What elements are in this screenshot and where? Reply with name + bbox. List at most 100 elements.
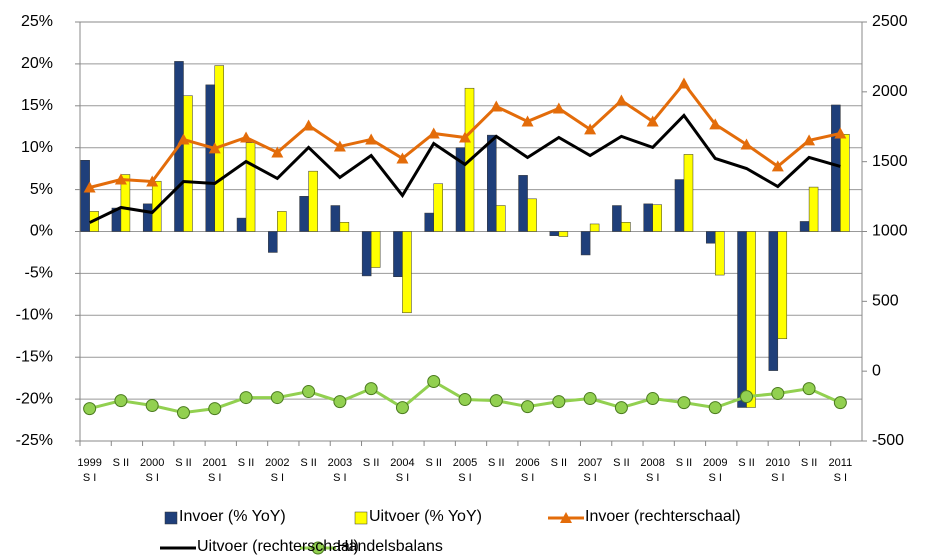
marker: [208, 142, 221, 154]
legend-swatch: [164, 511, 178, 525]
marker: [302, 385, 316, 399]
marker: [708, 401, 722, 415]
line: [88, 113, 841, 224]
y-tick-label: -5%: [25, 265, 53, 282]
legend-label: Invoer (rechterschaal): [585, 508, 741, 525]
bar: [330, 205, 341, 232]
bar: [268, 231, 278, 253]
x-tick-label: S II: [237, 457, 255, 469]
marker: [802, 382, 816, 396]
marker: [146, 175, 159, 187]
x-tick-label: S II: [488, 457, 505, 469]
marker: [490, 100, 503, 112]
y2-tick-label: -500: [872, 432, 904, 449]
bar: [142, 203, 153, 232]
marker: [677, 77, 690, 89]
marker: [459, 131, 471, 143]
bar: [799, 221, 810, 232]
bar: [674, 179, 685, 232]
x-tick-label: S II: [800, 457, 818, 469]
bar: [361, 231, 372, 277]
marker: [521, 400, 535, 414]
bar: [487, 134, 497, 232]
y-tick-label: 5%: [30, 181, 53, 198]
marker: [834, 127, 847, 139]
legend-label: Uitvoer (% YoY): [369, 508, 482, 525]
bar: [80, 160, 90, 232]
x-tick-label: S II: [675, 457, 693, 469]
bar: [746, 231, 756, 408]
marker: [803, 134, 816, 146]
bar: [299, 196, 309, 232]
bar: [527, 198, 537, 232]
y-tick-label: -10%: [16, 307, 53, 324]
marker: [584, 123, 597, 135]
legend-swatch: [354, 511, 368, 525]
y2-tick-label: 2500: [872, 13, 908, 30]
bar: [643, 203, 653, 232]
bar: [370, 231, 381, 268]
bar: [705, 231, 716, 244]
legend-label: Handelsbalans: [337, 538, 443, 555]
marker: [240, 131, 253, 143]
x-tick-label: 2003 S I: [327, 457, 353, 484]
bar: [183, 95, 193, 232]
x-tick-label: 2006 S I: [515, 457, 540, 484]
bar: [496, 205, 506, 232]
y-tick-label: 25%: [21, 13, 53, 30]
bar: [777, 231, 788, 340]
bar: [245, 142, 256, 232]
bar: [808, 186, 819, 232]
marker: [83, 181, 96, 193]
marker: [427, 375, 441, 389]
marker: [271, 146, 284, 158]
x-tick-label: S II: [425, 457, 442, 469]
marker: [333, 140, 346, 152]
marker: [740, 390, 754, 404]
bar: [236, 217, 247, 232]
bar: [737, 231, 747, 408]
bar: [589, 223, 600, 232]
x-tick-label: 2002 S I: [265, 457, 290, 484]
y2-tick-label: 1500: [872, 153, 908, 170]
x-tick-label: S II: [738, 457, 755, 469]
marker: [614, 401, 628, 415]
y-tick-label: 15%: [21, 97, 53, 114]
x-tick-label: 2005 S I: [452, 457, 478, 484]
marker: [83, 402, 97, 416]
y2-tick-label: 0: [872, 362, 881, 379]
x-tick-label: S II: [112, 457, 130, 469]
x-tick-label: 2008 S I: [640, 457, 665, 484]
y2-tick-label: 500: [872, 293, 899, 310]
bar: [621, 222, 631, 232]
y-tick-label: -25%: [16, 432, 53, 449]
marker: [771, 160, 784, 172]
marker: [771, 387, 785, 401]
marker: [740, 138, 753, 150]
bar: [339, 222, 350, 232]
marker: [552, 395, 566, 409]
marker: [677, 396, 691, 410]
bar: [831, 104, 841, 232]
marker: [302, 119, 315, 131]
bar: [518, 175, 528, 232]
x-tick-label: S II: [613, 457, 630, 469]
bar: [612, 205, 622, 232]
bar: [549, 231, 560, 236]
legend-swatch: [311, 541, 325, 555]
bar: [433, 183, 443, 232]
marker: [177, 133, 190, 145]
bar: [840, 134, 850, 232]
x-tick-label: S II: [362, 457, 380, 469]
marker: [145, 399, 159, 413]
y-tick-label: 0%: [30, 223, 53, 240]
marker: [552, 102, 565, 114]
plot-frame: [79, 21, 863, 442]
bar: [205, 84, 216, 232]
bar: [652, 204, 662, 232]
y-tick-label: 10%: [21, 139, 53, 156]
y-tick-label: -20%: [16, 390, 53, 407]
marker: [239, 391, 253, 405]
marker: [489, 394, 503, 408]
